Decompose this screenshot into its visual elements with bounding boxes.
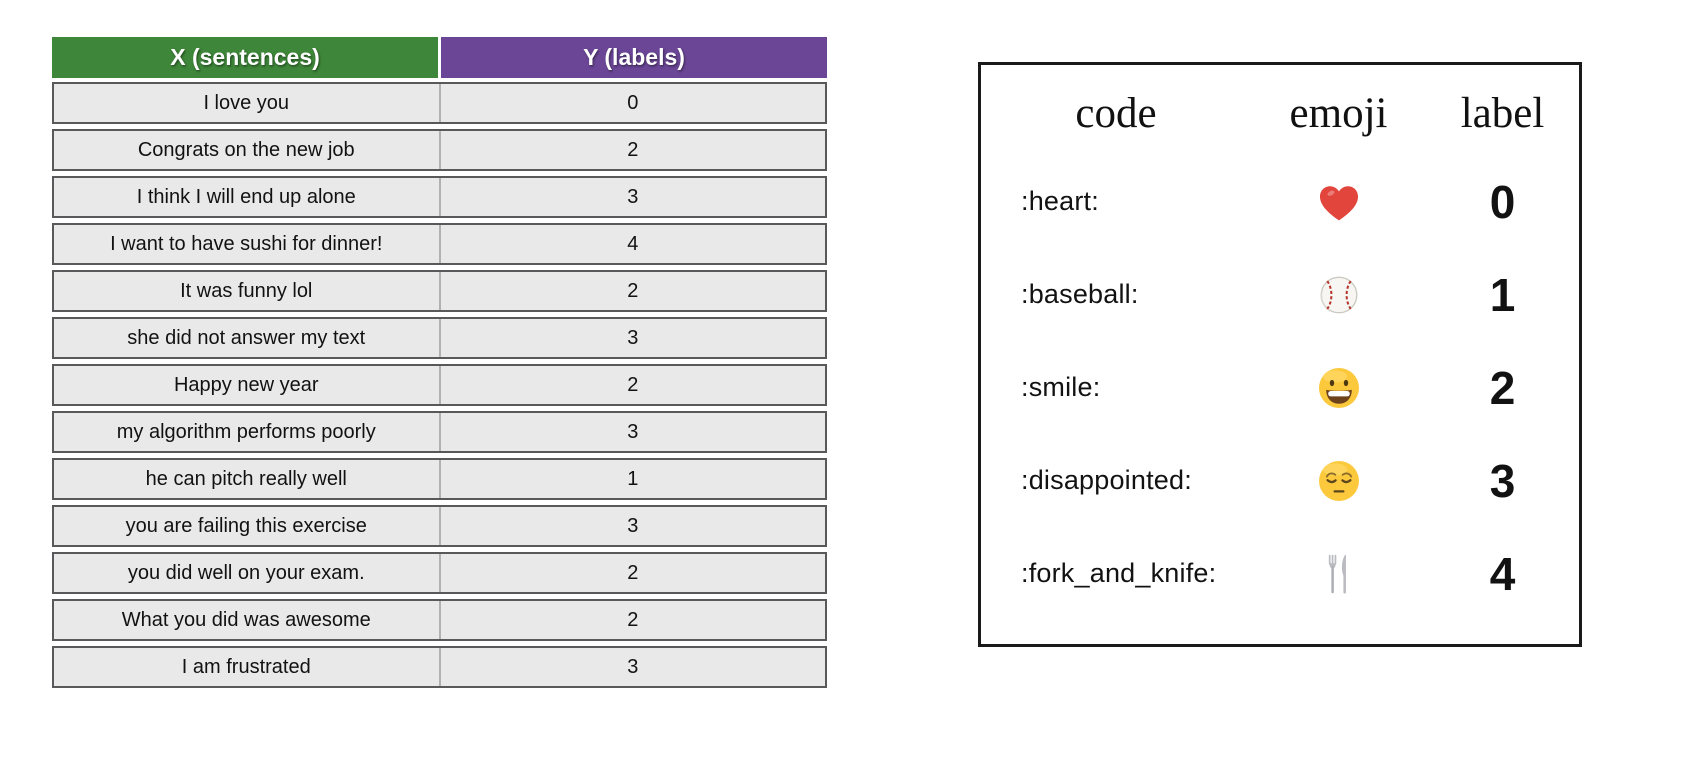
table-row: he can pitch really well 1 [52, 458, 827, 500]
table-row: you did well on your exam. 2 [52, 552, 827, 594]
sentence-cell: It was funny lol [54, 272, 441, 310]
table-row: I think I will end up alone 3 [52, 176, 827, 218]
emoji-label: 3 [1489, 454, 1516, 507]
legend-row: :disappointed: 3 [981, 434, 1579, 527]
emoji-code: :disappointed: [1021, 465, 1192, 495]
emoji-code: :smile: [1021, 372, 1101, 402]
grinning-face-icon [1315, 364, 1363, 412]
emoji-column-header: emoji [1289, 89, 1388, 137]
sentence-cell: she did not answer my text [54, 319, 441, 357]
label-cell: 3 [627, 326, 639, 349]
emoji-code: :heart: [1021, 186, 1099, 216]
table-row: What you did was awesome 2 [52, 599, 827, 641]
sentence-cell: What you did was awesome [54, 601, 441, 639]
sentence-cell: he can pitch really well [54, 460, 441, 498]
baseball-icon [1317, 273, 1361, 317]
label-cell: 1 [627, 467, 639, 490]
legend-row: :smile: 2 [981, 341, 1579, 434]
emoji-label: 1 [1489, 268, 1516, 321]
table-row: my algorithm performs poorly 3 [52, 411, 827, 453]
sentence-cell: I think I will end up alone [54, 178, 441, 216]
legend-header-row: code emoji label [981, 65, 1579, 155]
table-row: I want to have sushi for dinner! 4 [52, 223, 827, 265]
y-labels-header: Y (labels) [441, 37, 827, 78]
pensive-face-icon [1315, 457, 1363, 505]
sentence-cell: you are failing this exercise [54, 507, 441, 545]
sentence-cell: I am frustrated [54, 648, 441, 686]
label-cell: 2 [627, 608, 639, 631]
sentence-cell: you did well on your exam. [54, 554, 441, 592]
table-row: you are failing this exercise 3 [52, 505, 827, 547]
legend-row: :baseball: 1 [981, 248, 1579, 341]
table-row: I am frustrated 3 [52, 646, 827, 688]
emoji-code: :fork_and_knife: [1021, 558, 1217, 588]
table-row: Congrats on the new job 2 [52, 129, 827, 171]
label-cell: 3 [627, 655, 639, 678]
emoji-label: 4 [1489, 547, 1516, 600]
label-cell: 2 [627, 138, 639, 161]
label-cell: 2 [627, 279, 639, 302]
sentence-cell: Congrats on the new job [54, 131, 441, 169]
code-column-header: code [1075, 89, 1157, 137]
label-cell: 2 [627, 561, 639, 584]
label-cell: 0 [627, 91, 639, 114]
label-cell: 2 [627, 373, 639, 396]
table-row: she did not answer my text 3 [52, 317, 827, 359]
table-row: Happy new year 2 [52, 364, 827, 406]
table-row: It was funny lol 2 [52, 270, 827, 312]
label-cell: 4 [627, 232, 639, 255]
sentence-cell: my algorithm performs poorly [54, 413, 441, 451]
dataset-table-header: X (sentences) Y (labels) [52, 37, 827, 78]
label-cell: 3 [627, 420, 639, 443]
legend-row: :fork_and_knife: 4 [981, 527, 1579, 620]
sentence-cell: I want to have sushi for dinner! [54, 225, 441, 263]
table-row: I love you 0 [52, 82, 827, 124]
legend-row: :heart: 0 [981, 155, 1579, 248]
label-cell: 3 [627, 185, 639, 208]
emoji-label: 0 [1489, 175, 1516, 228]
sentence-cell: Happy new year [54, 366, 441, 404]
sentence-cell: I love you [54, 84, 441, 122]
fork-and-knife-icon [1322, 552, 1356, 596]
red-heart-icon [1315, 178, 1363, 226]
emoji-code: :baseball: [1021, 279, 1139, 309]
x-sentences-header: X (sentences) [52, 37, 438, 78]
label-column-header: label [1460, 89, 1545, 137]
emoji-label: 2 [1489, 361, 1516, 414]
label-cell: 3 [627, 514, 639, 537]
emoji-legend-table: code emoji label :heart: 0 :baseball: 1 … [978, 62, 1582, 647]
dataset-table: X (sentences) Y (labels) I love you 0 Co… [52, 37, 827, 693]
